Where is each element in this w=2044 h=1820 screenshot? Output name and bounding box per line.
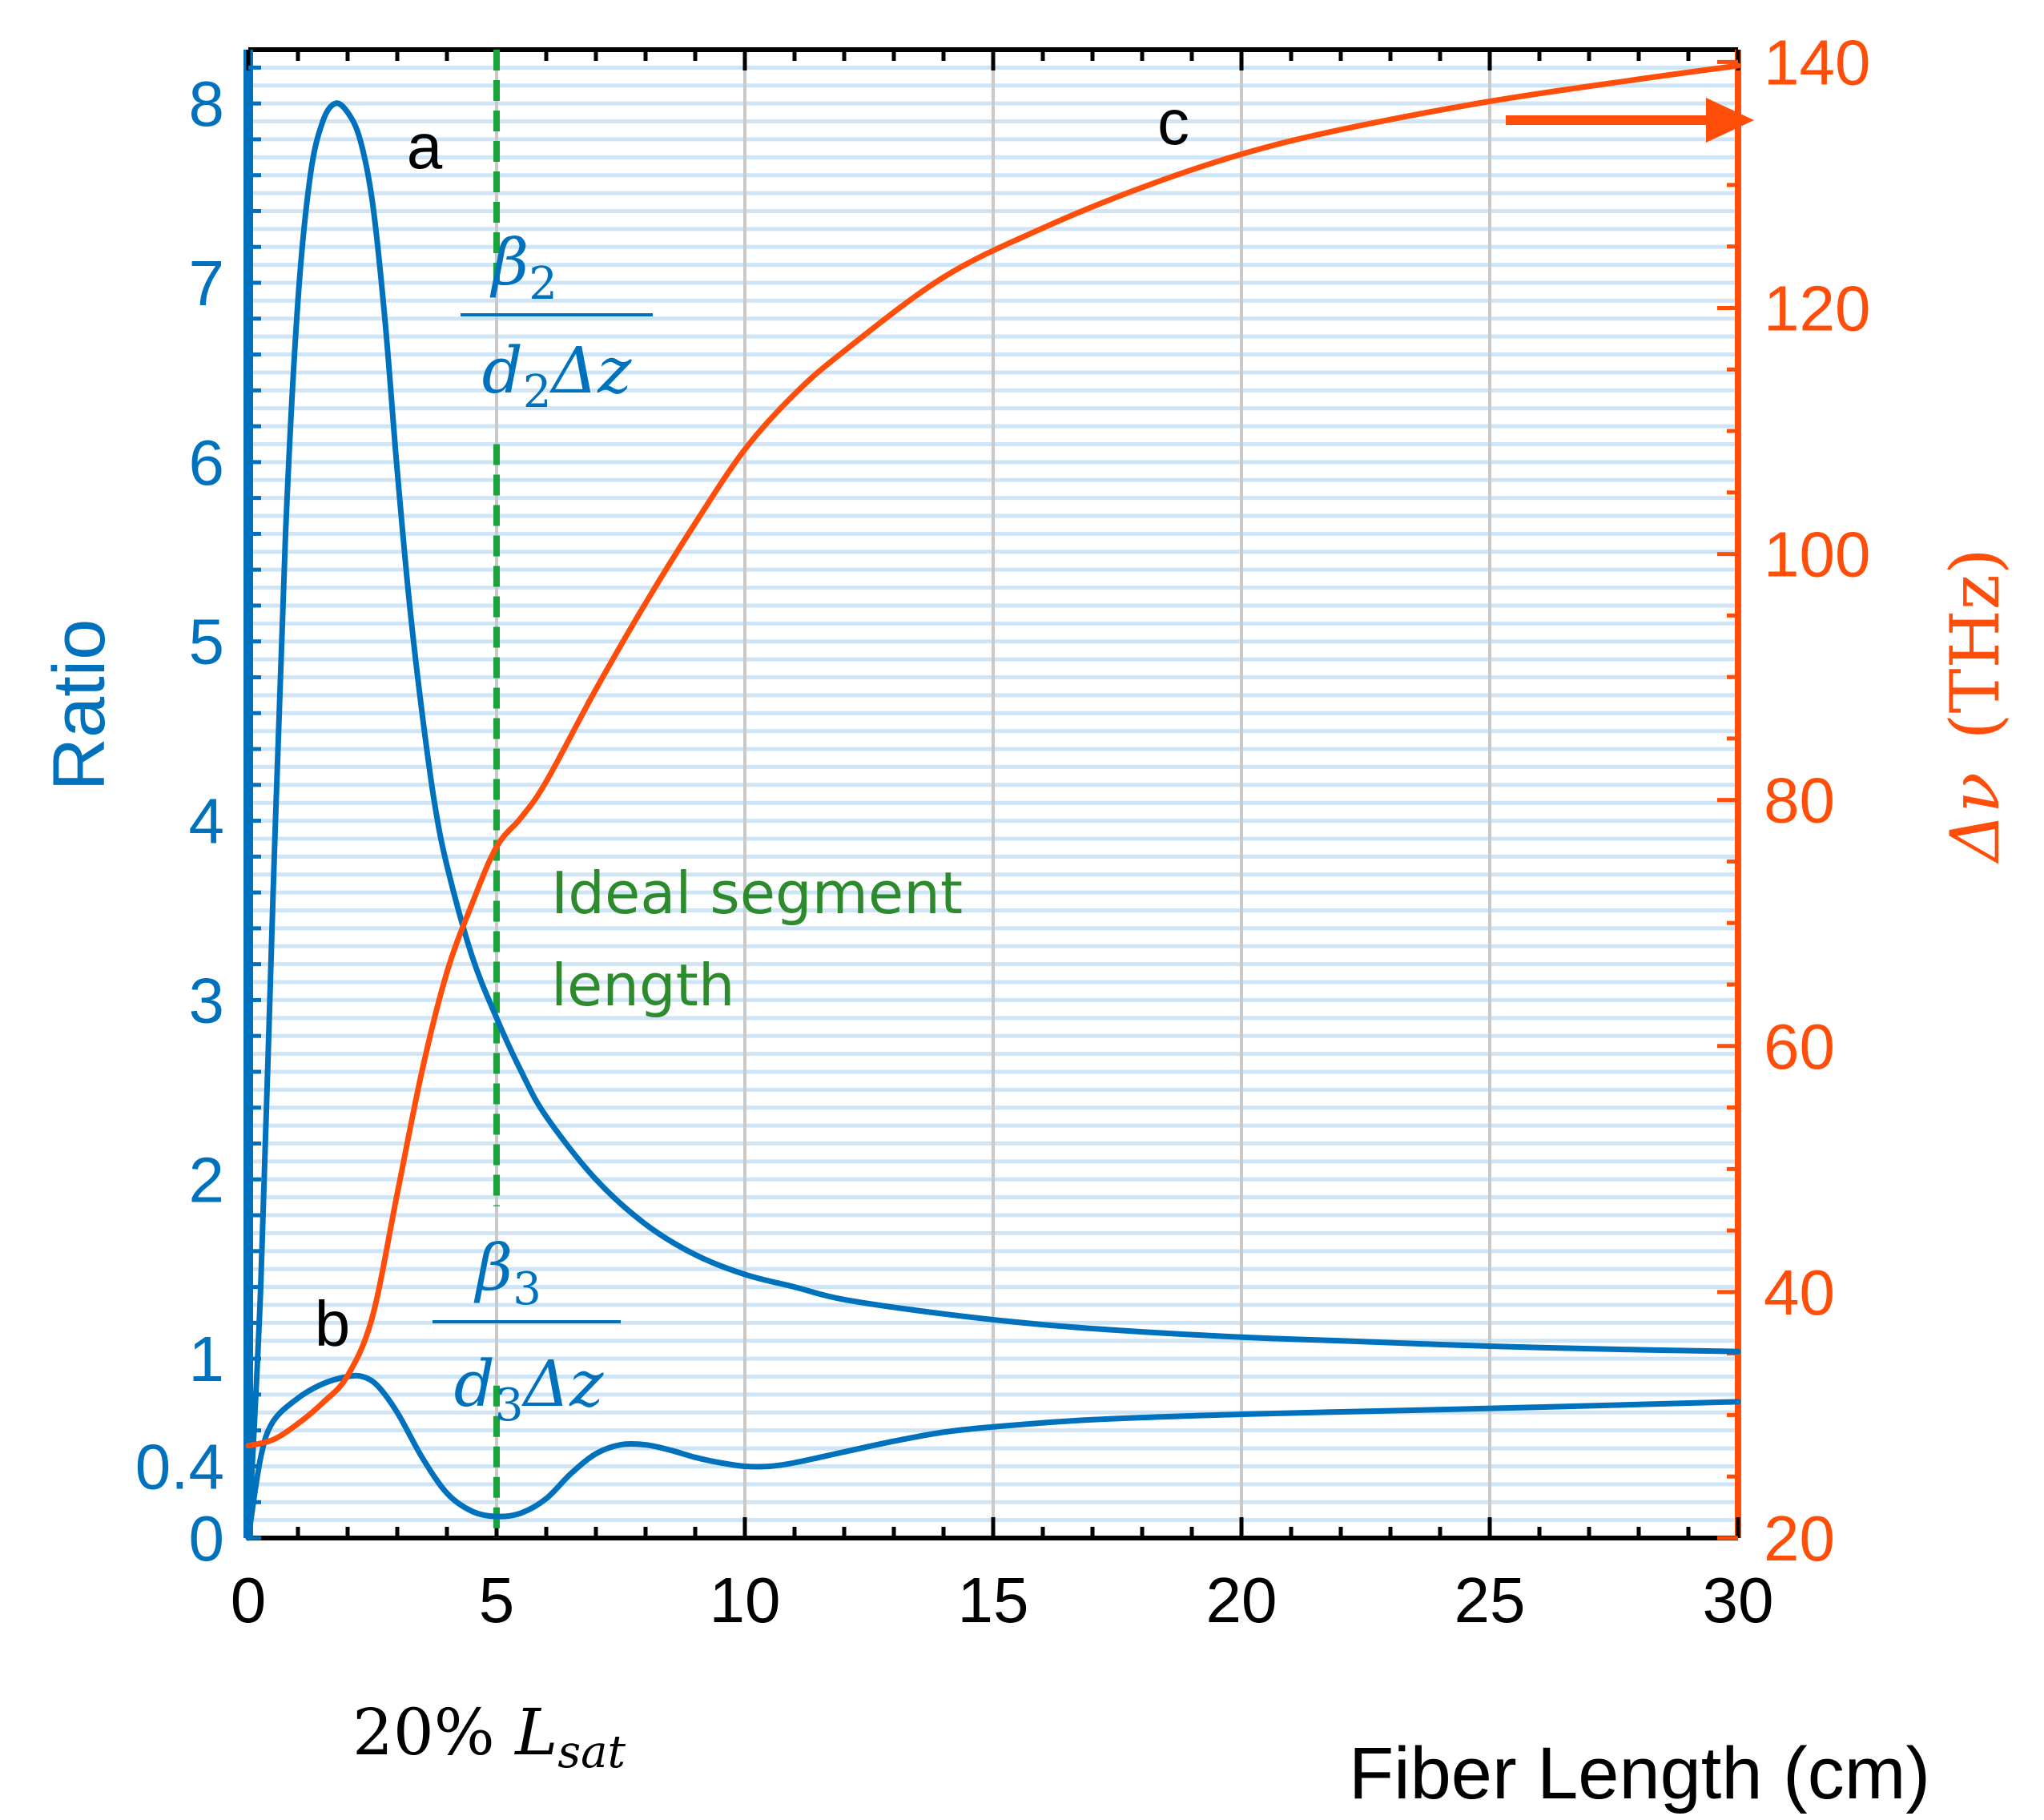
y-right-axis-symbol: Δν <box>1936 772 2014 864</box>
y-right-tick-label: 40 <box>1764 1257 1835 1328</box>
curve-a-label: a <box>407 111 443 182</box>
y-right-axis-title: Δν (THz) <box>1936 548 2014 864</box>
lsat-label: 20% Lsat <box>352 1695 626 1778</box>
fraction-beta3: β3 d3Δz <box>433 1230 621 1431</box>
y-right-tick-label: 20 <box>1764 1503 1835 1574</box>
x-tick-label: 0 <box>231 1564 267 1636</box>
y-right-tick-label: 120 <box>1764 272 1870 344</box>
svg-text:Δν (THz): Δν (THz) <box>1936 548 2014 864</box>
curve-c-label: c <box>1157 87 1189 158</box>
x-tick-label: 15 <box>958 1564 1029 1636</box>
y-right-tick-label: 60 <box>1764 1011 1835 1082</box>
x-tick-label: 25 <box>1455 1564 1526 1636</box>
frac2-denominator: d <box>454 1347 495 1421</box>
lsat-var: L <box>513 1695 557 1770</box>
y-right-tick-label: 100 <box>1764 519 1870 590</box>
frac1-denominator: d <box>482 333 523 408</box>
lsat-sub: sat <box>557 1726 626 1778</box>
x-tick-label: 30 <box>1703 1564 1774 1636</box>
svg-text:β2: β2 <box>489 225 557 310</box>
frac2-numerator: β <box>473 1230 513 1305</box>
frac1-numerator-sub: 2 <box>529 258 557 310</box>
series-lines <box>245 62 1741 1541</box>
axis-ticks <box>246 50 1740 1540</box>
y-left-tick-label: 7 <box>189 248 225 319</box>
y-left-tick-label: 8 <box>189 68 225 139</box>
y-left-tick-label: 0.4 <box>135 1431 224 1502</box>
y-right-axis-unit: (THz) <box>1936 548 2014 739</box>
x-tick-label: 20 <box>1206 1564 1278 1636</box>
y-right-tick-label: 140 <box>1764 26 1870 98</box>
frac2-denominator-tail: Δz <box>521 1347 604 1421</box>
frac2-denominator-sub: 3 <box>495 1379 524 1431</box>
x-tick-label: 5 <box>479 1564 515 1636</box>
svg-text:β3: β3 <box>473 1230 541 1315</box>
frac1-denominator-tail: Δz <box>549 333 632 408</box>
frac2-numerator-sub: 3 <box>513 1263 541 1315</box>
lsat-prefix: 20% <box>352 1695 515 1770</box>
series-line-b <box>245 1372 1741 1541</box>
right-axis-arrow <box>1506 98 1754 143</box>
y-left-tick-label: 4 <box>189 786 225 857</box>
x-tick-label: 10 <box>710 1564 781 1636</box>
fraction-beta2: β2 d2Δz <box>461 225 653 418</box>
ideal-segment-label-line2: length <box>551 952 735 1019</box>
y-left-tick-label: 2 <box>189 1144 225 1215</box>
y-left-tick-label: 0 <box>189 1503 225 1574</box>
svg-text:d2Δz: d2Δz <box>482 333 633 418</box>
y-left-tick-label: 1 <box>189 1323 225 1395</box>
frac1-denominator-sub: 2 <box>523 366 552 418</box>
y-right-tick-label: 80 <box>1764 765 1835 836</box>
y-left-tick-label: 6 <box>189 427 225 498</box>
series-line-c <box>245 62 1741 1449</box>
x-axis-title: Fiber Length (cm) <box>1349 1733 1930 1814</box>
y-left-tick-label: 3 <box>189 964 225 1036</box>
series-line-a <box>245 100 1741 1541</box>
y-left-axis-title: Ratio <box>38 619 120 791</box>
ideal-segment-label-line1: Ideal segment <box>551 860 963 927</box>
frac1-numerator: β <box>489 225 529 300</box>
y-left-tick-label: 5 <box>189 606 225 678</box>
arrow-head <box>1706 98 1754 143</box>
svg-text:d3Δz: d3Δz <box>454 1347 605 1431</box>
tick-labels: 0 5 10 15 20 25 30 00.4 1 2 3 4 5 6 7 8 20 40 60 80 100 120 14… <box>135 26 1871 1636</box>
curve-b-label: b <box>315 1288 351 1359</box>
